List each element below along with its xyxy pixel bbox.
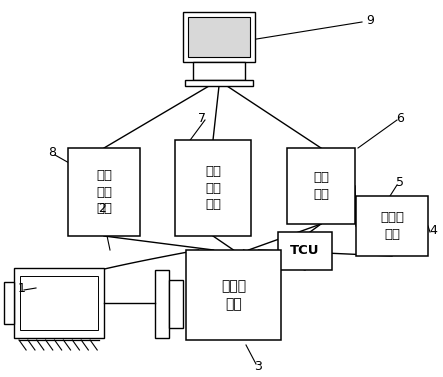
Bar [175,140,251,236]
Bar [20,276,98,330]
Bar [356,196,428,256]
Bar [68,148,140,236]
Bar [278,232,332,270]
Text: 2: 2 [98,201,106,215]
Bar [188,17,250,57]
Bar [193,62,245,80]
Bar [186,250,281,340]
Text: 6: 6 [396,112,404,124]
Text: 8: 8 [48,146,56,158]
Bar [4,282,14,324]
Bar [287,148,355,224]
Text: TCU: TCU [290,245,320,257]
Text: 5: 5 [396,176,404,190]
Text: 控制
设备: 控制 设备 [313,171,329,201]
Text: 转速
控制
模块: 转速 控制 模块 [96,169,112,215]
Bar [155,270,169,338]
Text: 油温
控制
装置: 油温 控制 装置 [205,165,221,211]
Bar [169,280,183,328]
Bar [14,268,104,338]
Text: 压力传
感器: 压力传 感器 [380,211,404,241]
Bar [185,80,253,86]
Bar [183,12,255,62]
Text: 7: 7 [198,112,206,124]
Text: 9: 9 [366,14,374,26]
Text: 1: 1 [18,282,26,294]
Text: 被测变
速器: 被测变 速器 [221,279,246,311]
Text: 4: 4 [429,224,437,236]
Text: 3: 3 [254,360,262,372]
